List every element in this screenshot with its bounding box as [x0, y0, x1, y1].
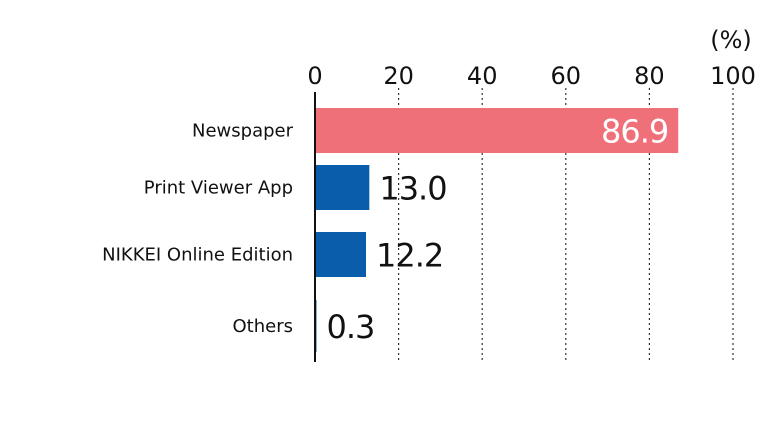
category-labels: Newspaper Print Viewer App NIKKEI Online E…: [102, 121, 293, 338]
category-label: NIKKEI Online Edition: [102, 245, 293, 266]
x-tick-label: 0: [307, 62, 322, 90]
value-labels: 86.9 13.0 12.20.3: [327, 113, 670, 347]
value-label: 12.2: [376, 237, 443, 275]
value-label: 13.0: [379, 170, 446, 208]
x-tick-label: 40: [467, 62, 498, 90]
value-label: 0.3: [327, 308, 375, 346]
unit-label: (%): [710, 26, 752, 54]
category-label: Others: [233, 316, 294, 337]
x-tick-label: 20: [383, 62, 414, 90]
x-axis-ticks: 0 20 40 60 80 100: [307, 62, 756, 90]
bar: [315, 165, 370, 210]
category-label: Print Viewer App: [144, 178, 293, 199]
bar: [315, 108, 679, 153]
bar: [315, 232, 366, 277]
x-tick-label: 80: [634, 62, 665, 90]
x-tick-label: 60: [551, 62, 582, 90]
x-tick-label: 100: [710, 62, 756, 90]
value-label: 86.9: [601, 113, 668, 151]
category-label: Newspaper: [192, 121, 294, 142]
